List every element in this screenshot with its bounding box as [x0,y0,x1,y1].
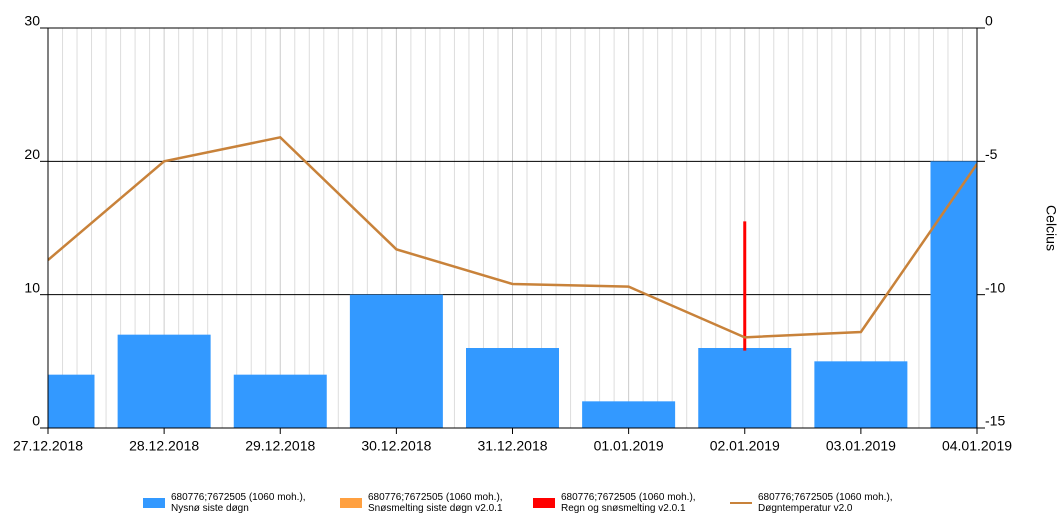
y-tick-label: 0 [32,413,40,429]
y-tick-label: 30 [24,13,40,29]
bar [233,374,327,428]
bar [349,294,443,428]
x-tick-label: 01.01.2019 [594,438,664,454]
legend-item: 680776;7672505 (1060 moh.), Nysnø siste … [143,492,306,514]
legend-swatch [533,498,555,508]
y2-tick-label: -15 [985,413,1005,429]
x-tick-label: 03.01.2019 [826,438,896,454]
legend-swatch [730,502,752,504]
bar [582,401,676,428]
x-tick-label: 29.12.2018 [245,438,315,454]
x-tick-label: 02.01.2019 [710,438,780,454]
bar [466,348,559,428]
legend-swatch [143,498,165,508]
y-tick-label: 10 [24,279,40,295]
legend-label: 680776;7672505 (1060 moh.), Nysnø siste … [171,492,306,514]
bar [698,348,792,428]
chart: 0 10 20 30 0 -5 -10 -15 Celcius 27.12.2018 28.12.2… [13,13,1059,454]
legend-label: 680776;7672505 (1060 moh.), Snøsmelting … [368,492,503,514]
y2-axis-label: Celcius [1043,205,1059,251]
y2-tick-label: -5 [985,146,998,162]
legend-label: 680776;7672505 (1060 moh.), Døgntemperat… [758,492,893,514]
bar [814,361,908,428]
x-tick-label: 30.12.2018 [361,438,431,454]
bar [48,374,95,428]
line [48,135,977,339]
legend-item: 680776;7672505 (1060 moh.), Døgntemperat… [730,492,893,514]
legend-label: 680776;7672505 (1060 moh.), Regn og snøs… [561,492,696,514]
y-tick-label: 20 [24,146,40,162]
x-tick-label: 27.12.2018 [13,438,83,454]
legend-item: 680776;7672505 (1060 moh.), Snøsmelting … [340,492,503,514]
bar [117,334,211,428]
y2-tick-label: 0 [985,13,993,29]
y2-tick-label: -10 [985,279,1005,295]
legend-swatch [340,498,362,508]
bar [930,161,977,428]
x-tick-label: 04.01.2019 [942,438,1012,454]
plot [48,135,977,428]
legend-item: 680776;7672505 (1060 moh.), Regn og snøs… [533,492,696,514]
x-tick-label: 31.12.2018 [477,438,547,454]
x-tick-label: 28.12.2018 [129,438,199,454]
